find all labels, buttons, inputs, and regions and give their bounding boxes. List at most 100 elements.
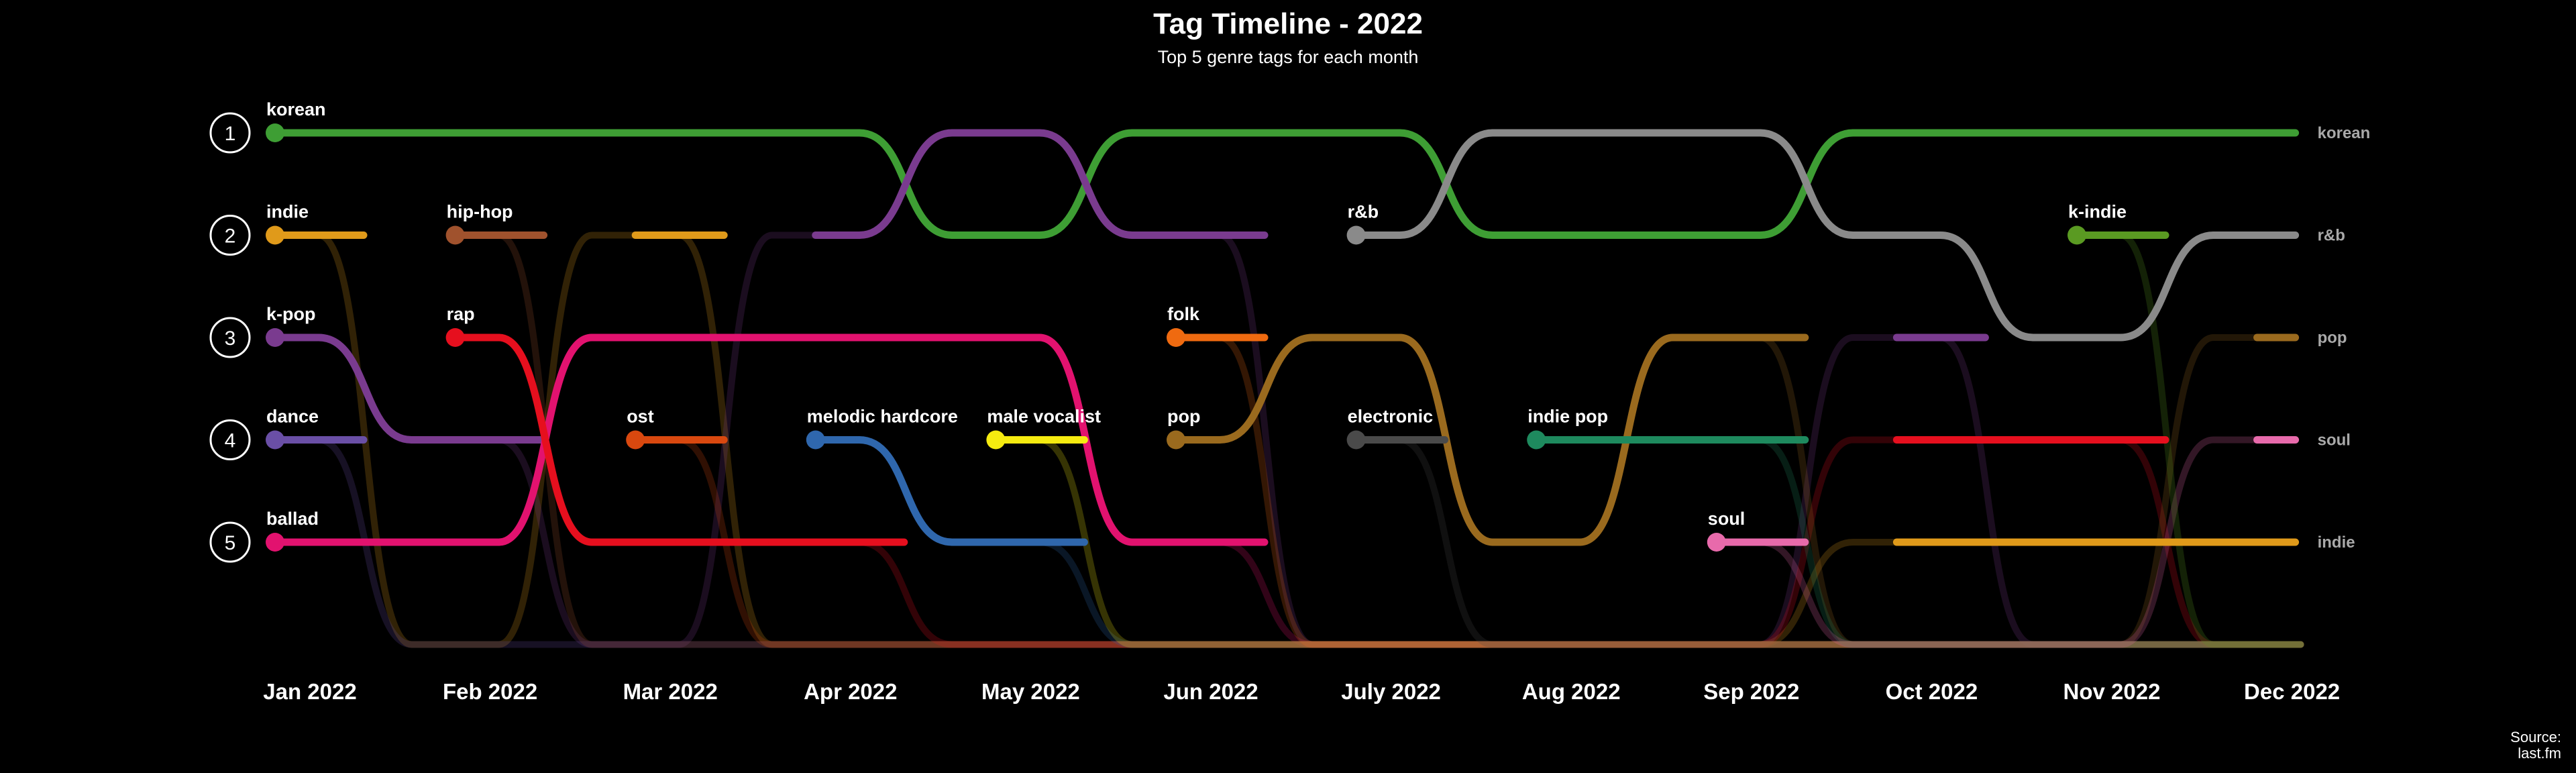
month-tick-label: Jun 2022 — [1163, 679, 1258, 704]
series-bright — [1346, 129, 2300, 342]
series-transition — [1756, 129, 1857, 239]
series-start-dot — [266, 328, 284, 347]
month-tick-label: July 2022 — [1341, 679, 1441, 704]
chart-subtitle: Top 5 genre tags for each month — [1158, 47, 1419, 67]
series-faded-line — [992, 436, 2304, 648]
series-transition — [855, 129, 956, 239]
month-tick-label: May 2022 — [981, 679, 1080, 704]
series-start-label: indie — [266, 202, 309, 222]
series-start-label: dance — [266, 407, 319, 427]
series-bright — [986, 430, 1088, 450]
series-bright — [266, 129, 1989, 444]
month-tick-label: Sep 2022 — [1703, 679, 1799, 704]
series-bright — [1167, 328, 1269, 347]
month-tick-label: Nov 2022 — [2063, 679, 2161, 704]
series-start-dot — [626, 430, 645, 450]
series-bright — [445, 328, 2169, 546]
series-start-label: indie pop — [1527, 407, 1608, 427]
series-start-dot — [806, 430, 825, 450]
series-bright — [266, 225, 2300, 546]
source-label: Source: — [2510, 729, 2561, 745]
series-start-dot — [1346, 225, 1366, 245]
series-bright — [626, 430, 728, 450]
series-bright — [2068, 225, 2169, 245]
series-start-label: hip-hop — [447, 202, 513, 222]
rank-label: 2 — [225, 225, 236, 248]
month-axis: Jan 2022 Feb 2022 Mar 2022 Apr 2022 May 2022… — [263, 679, 2340, 704]
month-tick-label: Mar 2022 — [623, 679, 718, 704]
series-end-label: pop — [2318, 329, 2347, 347]
series-start-label: soul — [1708, 509, 1746, 529]
series-faded-line — [1352, 436, 2304, 648]
series-transition — [315, 333, 416, 444]
series-start-dot — [1346, 430, 1366, 450]
series-bright — [266, 430, 368, 450]
series-bright — [266, 123, 2300, 240]
series-start-label: folk — [1167, 304, 1200, 324]
series-start-label: k-pop — [266, 304, 316, 324]
series-start-dot — [266, 533, 284, 552]
rank-axis: 1 2 3 4 5 — [209, 112, 251, 563]
series-start-dot — [266, 123, 284, 142]
series-start-label: male vocalist — [987, 407, 1101, 427]
series-faded-line — [632, 436, 2304, 648]
series-bright — [1346, 430, 1449, 450]
series-transition — [1936, 231, 2037, 342]
rank-circle — [209, 112, 251, 154]
series-bright — [806, 430, 1088, 546]
series-start-dot — [1167, 430, 1185, 450]
chart-title: Tag Timeline - 2022 — [1153, 7, 1423, 40]
series-transition — [2116, 231, 2218, 342]
rank-label: 1 — [225, 123, 236, 145]
series-start-label: r&b — [1348, 202, 1379, 222]
series-start-dot — [2068, 225, 2086, 245]
series-end-label: soul — [2318, 431, 2351, 450]
series-start-dot — [986, 430, 1006, 450]
series-faded-line — [272, 436, 2304, 648]
series-lines — [266, 123, 2304, 648]
series-transition — [855, 436, 956, 546]
month-tick-label: Apr 2022 — [804, 679, 897, 704]
series-start-label: melodic hardcore — [807, 407, 958, 427]
series-end-label: r&b — [2318, 227, 2345, 245]
rank-label: 5 — [225, 532, 236, 554]
series-start-dot — [266, 225, 284, 245]
month-tick-label: Oct 2022 — [1886, 679, 1978, 704]
series-labels: korean korean indie indie k-pop dance ballad hi… — [266, 99, 2370, 552]
rank-circle — [209, 317, 251, 358]
series-faded-line — [1173, 334, 2304, 648]
series-start-dot — [1527, 430, 1546, 450]
series-transition — [1035, 129, 1136, 239]
series-start-label: k-indie — [2068, 202, 2127, 222]
series-start-label: korean — [266, 99, 326, 119]
source-name: last.fm — [2518, 745, 2561, 762]
month-tick-label: Jan 2022 — [263, 679, 356, 704]
series-transition — [1396, 129, 1497, 239]
series-start-label: ost — [627, 407, 654, 427]
series-start-label: pop — [1167, 407, 1200, 427]
rank-circle — [209, 419, 251, 460]
series-start-dot — [445, 328, 465, 347]
series-start-dot — [445, 225, 465, 245]
series-bright — [445, 225, 548, 245]
month-tick-label: Aug 2022 — [1522, 679, 1621, 704]
month-tick-label: Feb 2022 — [443, 679, 537, 704]
series-end-label: korean — [2318, 124, 2371, 142]
series-start-label: ballad — [266, 509, 319, 529]
series-bright — [1527, 430, 1809, 450]
series-start-dot — [1707, 533, 1726, 552]
rank-circle — [209, 521, 251, 563]
series-start-dot — [1167, 328, 1185, 347]
series-start-dot — [266, 430, 284, 450]
series-end-label: indie — [2318, 533, 2355, 552]
series-start-label: rap — [447, 304, 475, 324]
series-start-label: electronic — [1348, 407, 1434, 427]
series-faded-line — [272, 231, 2299, 648]
rank-label: 4 — [225, 430, 236, 452]
series-transition — [1216, 333, 1317, 444]
rank-label: 3 — [225, 327, 236, 350]
series-faded-line — [1713, 436, 2299, 648]
series-transition — [495, 333, 596, 546]
